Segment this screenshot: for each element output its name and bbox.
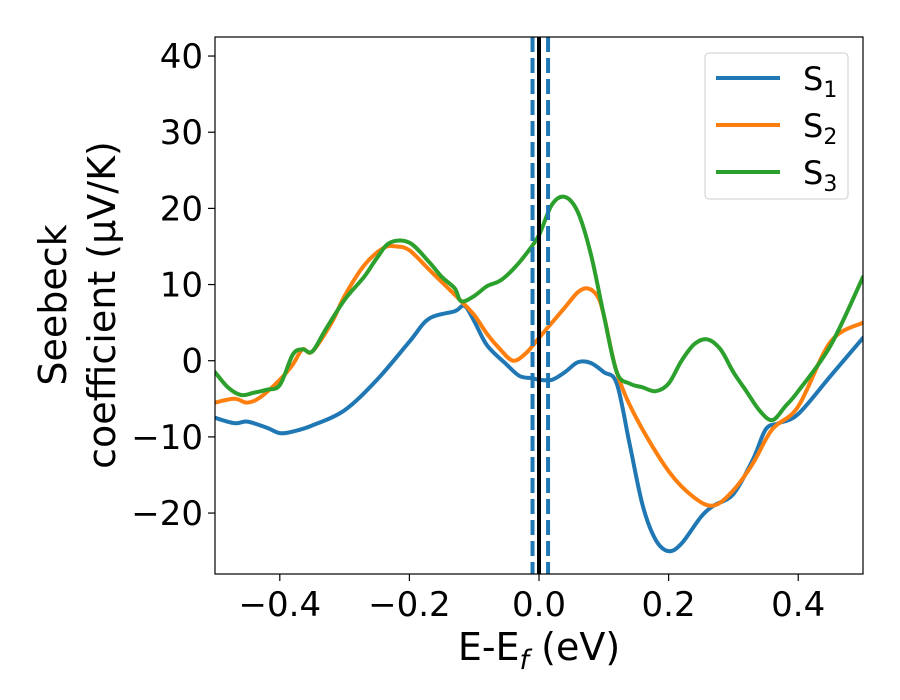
y-tick-label: −20 [131,494,203,534]
y-axis-ticks: −20 −10 0 10 20 30 40 [131,37,215,534]
x-axis-ticks: −0.4 −0.2 0.0 0.2 0.4 [239,574,825,625]
y-tick-label: 20 [160,189,203,229]
legend-label-s1: S1 [803,60,837,103]
x-tick-label: 0.0 [512,585,566,625]
y-tick-label: 10 [160,266,203,306]
y-tick-label: 40 [160,37,203,77]
legend-label-s3: S3 [803,154,837,197]
y-axis-label-line1: Seebeck [31,224,75,385]
x-tick-label: 0.4 [771,585,825,625]
x-tick-label: −0.4 [239,585,322,625]
x-tick-label: −0.2 [368,585,451,625]
y-tick-label: 30 [160,113,203,153]
y-axis-label-line2: coefficient (μV/K) [80,141,124,469]
reference-lines [530,37,551,574]
x-axis-label: E-Ef (eV) [458,625,620,676]
series-layer [215,194,863,554]
series-line-s3 [215,194,863,423]
y-tick-label: −10 [131,418,203,458]
y-tick-label: 0 [181,342,203,382]
x-tick-label: 0.2 [642,585,696,625]
legend-label-s2: S2 [803,107,837,150]
y-axis-label: Seebeck coefficient (μV/K) [31,141,124,469]
